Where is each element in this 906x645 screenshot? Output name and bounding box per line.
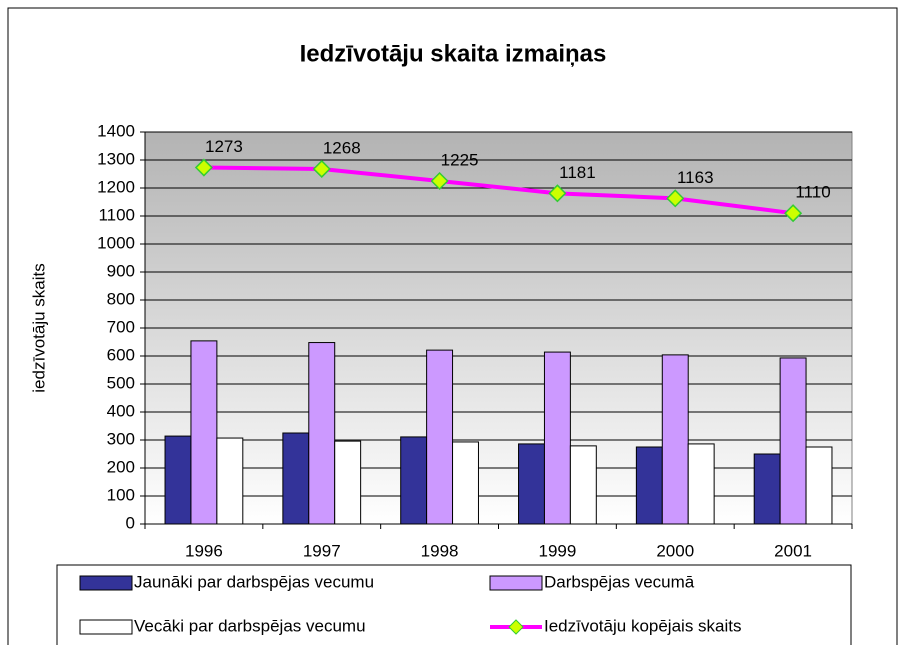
bar xyxy=(805,446,833,525)
data-label: 1181 xyxy=(559,163,596,182)
bar xyxy=(426,349,454,525)
legend-label: Iedzīvotāju kopējais skaits xyxy=(544,616,742,635)
marker xyxy=(430,171,449,191)
y-tick-label: 1200 xyxy=(97,177,135,196)
bar xyxy=(661,354,689,525)
x-tick-label: 1999 xyxy=(539,541,577,560)
data-label: 1225 xyxy=(441,150,479,169)
legend-swatch xyxy=(79,575,133,591)
bar xyxy=(779,357,807,525)
line xyxy=(203,165,794,216)
data-label: 1163 xyxy=(677,168,714,187)
legend-swatch xyxy=(489,575,543,591)
x-tick-label: 2001 xyxy=(774,541,812,560)
y-tick-label: 0 xyxy=(126,513,135,532)
y-tick-label: 400 xyxy=(107,401,135,420)
bar xyxy=(518,443,545,525)
y-tick-label: 900 xyxy=(107,261,135,280)
x-tick-label: 1996 xyxy=(185,541,223,560)
bar xyxy=(334,440,362,525)
y-tick-label: 800 xyxy=(107,289,135,308)
bar xyxy=(687,443,715,525)
bar xyxy=(282,432,310,525)
legend-label: Darbspējas vecumā xyxy=(544,572,695,591)
bar xyxy=(164,435,192,525)
y-tick-label: 1300 xyxy=(97,149,135,168)
bar xyxy=(308,342,336,525)
bar xyxy=(400,436,428,525)
y-tick-label: 1100 xyxy=(98,205,135,224)
x-tick-label: 2000 xyxy=(656,541,694,560)
legend-swatch xyxy=(79,619,133,635)
marker xyxy=(312,159,331,179)
marker xyxy=(666,189,685,208)
data-label: 1110 xyxy=(795,183,830,202)
legend xyxy=(56,564,852,645)
y-tick-label: 500 xyxy=(107,373,135,392)
y-axis-label: iedzīvotāju skaits xyxy=(29,263,48,392)
bar xyxy=(452,441,479,525)
marker xyxy=(784,204,803,223)
x-tick-label: 1998 xyxy=(421,541,459,560)
x-tick-label: 1997 xyxy=(303,541,341,560)
bar xyxy=(753,453,781,525)
y-tick-label: 1000 xyxy=(97,233,135,252)
marker xyxy=(548,184,567,203)
marker xyxy=(194,158,213,177)
y-tick-label: 300 xyxy=(107,429,135,448)
y-tick-label: 200 xyxy=(107,457,135,476)
data-label: 1268 xyxy=(323,138,361,157)
bar xyxy=(635,446,663,525)
bar xyxy=(216,437,244,525)
bar xyxy=(190,340,218,525)
legend-label: Vecāki par darbspējas vecumu xyxy=(134,616,366,635)
y-tick-label: 100 xyxy=(107,485,135,504)
y-tick-label: 700 xyxy=(107,317,135,336)
bar xyxy=(569,445,597,525)
y-tick-label: 600 xyxy=(107,345,135,364)
bar xyxy=(543,351,571,525)
chart-title: Iedzīvotāju skaita izmaiņas xyxy=(300,40,607,67)
data-label: 1273 xyxy=(205,137,243,156)
legend-marker xyxy=(508,619,524,635)
y-tick-label: 1400 xyxy=(97,121,135,140)
legend-label: Jaunāki par darbspējas vecumu xyxy=(134,572,374,591)
